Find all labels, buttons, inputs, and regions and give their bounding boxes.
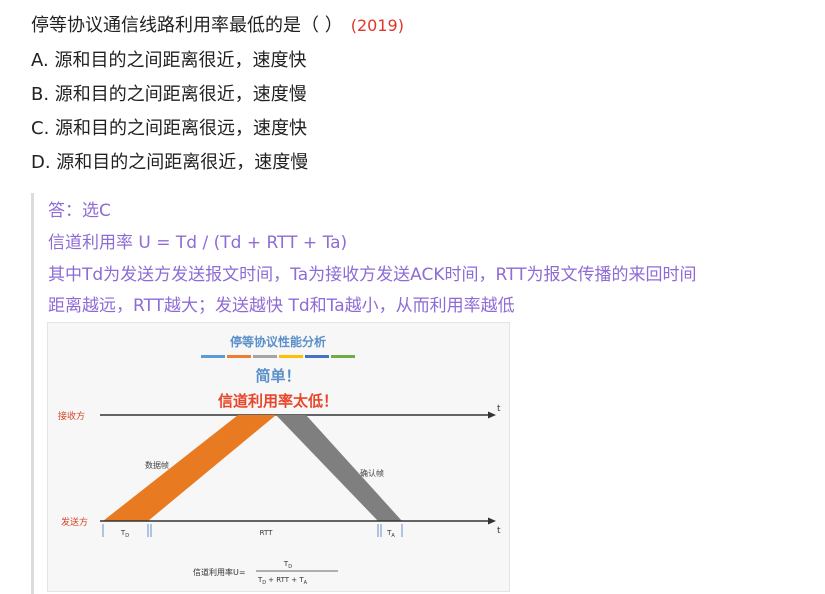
- td-interval-label: TD: [120, 529, 129, 539]
- stop-and-wait-diagram: 停等协议性能分析 简单！ 信道利用率太低！ 接收方 t 数据帧 确认帧 发送方 …: [47, 322, 510, 592]
- data-frame-band: [103, 415, 276, 521]
- option-b: B. 源和目的之间距离很近，速度慢: [31, 84, 307, 105]
- sender-label: 发送方: [61, 516, 88, 528]
- option-a: A. 源和目的之间距离很近，速度快: [31, 50, 307, 71]
- utilization-formula: 信道利用率U= TD TD + RTT + TA: [193, 560, 338, 586]
- question-text: 停等协议通信线路利用率最低的是（ ）: [31, 15, 343, 36]
- question-title: 停等协议通信线路利用率最低的是（ ） (2019): [31, 14, 404, 38]
- diagram-title: 停等协议性能分析: [230, 334, 326, 349]
- color-strip-segment: [331, 355, 355, 358]
- sender-axis-arrow: [488, 517, 496, 525]
- diagram-subtitle-low-utilization: 信道利用率太低！: [218, 392, 338, 410]
- color-strip: [201, 355, 355, 358]
- ack-frame-band: [276, 415, 402, 521]
- data-frame-label: 数据帧: [145, 460, 169, 470]
- formula-prefix: 信道利用率U=: [193, 567, 246, 577]
- answer-conclusion: 距离越远，RTT越大；发送越快 Td和Ta越小，从而利用率越低: [48, 296, 515, 316]
- ta-interval-label: TA: [386, 529, 395, 539]
- question-year: (2019): [350, 16, 404, 35]
- receiver-axis-t: t: [497, 404, 501, 414]
- answer-choice: 答：选C: [48, 201, 111, 221]
- answer-formula: 信道利用率 U = Td / (Td + RTT + Ta): [48, 233, 348, 253]
- color-strip-segment: [201, 355, 225, 358]
- formula-numerator: TD: [283, 560, 292, 570]
- option-c: C. 源和目的之间距离很远，速度快: [31, 118, 308, 139]
- color-strip-segment: [305, 355, 329, 358]
- formula-denominator: TD + RTT + TA: [257, 576, 308, 586]
- color-strip-segment: [227, 355, 251, 358]
- answer-quote-bar: [31, 193, 34, 594]
- rtt-interval-label: RTT: [260, 529, 274, 537]
- interval-brackets: [102, 524, 403, 537]
- receiver-axis-arrow: [488, 411, 496, 419]
- ack-frame-label: 确认帧: [360, 468, 384, 478]
- diagram-subtitle-simple: 简单！: [255, 367, 300, 385]
- answer-explanation: 其中Td为发送方发送报文时间，Ta为接收方发送ACK时间，RTT为报文传播的来回…: [48, 265, 697, 285]
- color-strip-segment: [253, 355, 277, 358]
- option-d: D. 源和目的之间距离很近，速度慢: [31, 152, 309, 173]
- sender-axis-t: t: [497, 526, 501, 536]
- color-strip-segment: [279, 355, 303, 358]
- receiver-label: 接收方: [58, 410, 85, 422]
